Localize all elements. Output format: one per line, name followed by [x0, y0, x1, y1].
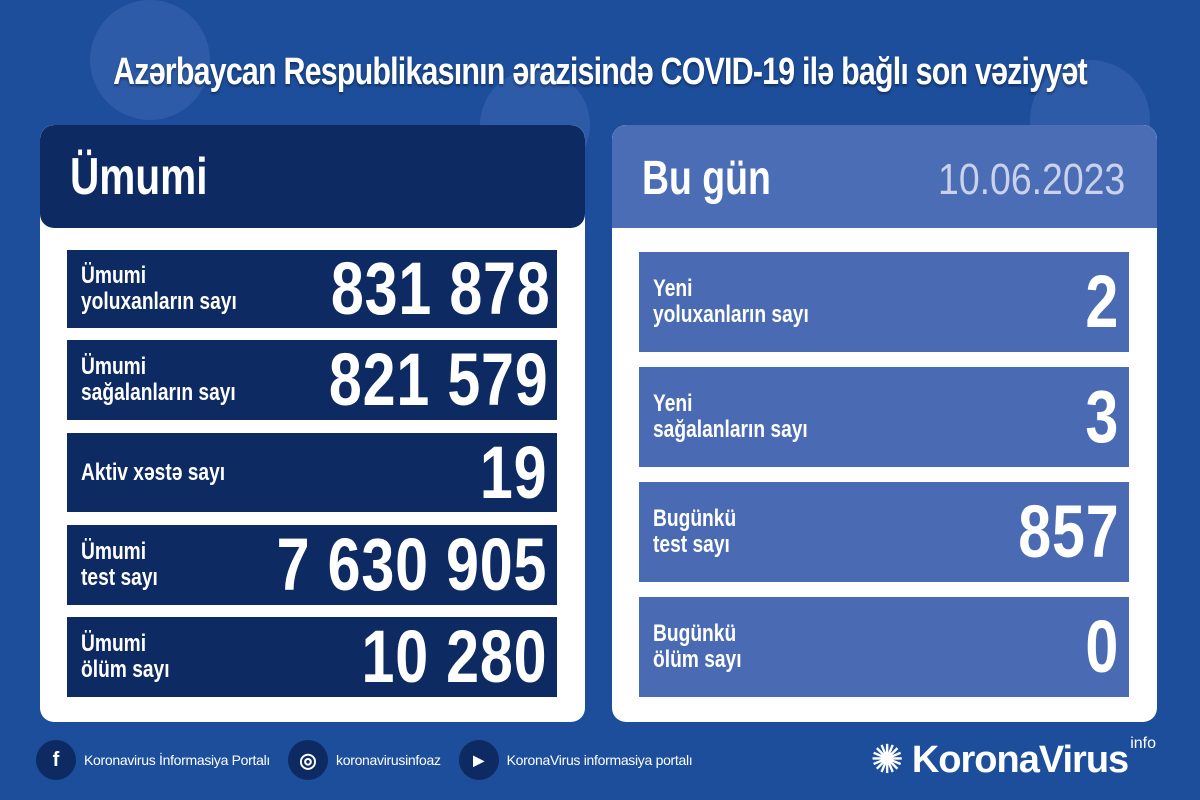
stat-row: Aktiv xəstə sayı 19 [67, 430, 557, 514]
brand-sup: info [1130, 735, 1156, 752]
total-header: Ümumi [40, 125, 585, 228]
stat-value: 7 630 905 [276, 523, 547, 606]
facebook-link[interactable]: f Koronavirus İnformasiya Portalı [36, 740, 270, 780]
brand-name: KoronaVirus [911, 738, 1129, 781]
total-header-title: Ümumi [70, 148, 208, 206]
today-header: Bu gün 10.06.2023 [612, 125, 1157, 228]
stat-value: 857 [1017, 490, 1119, 573]
stat-value: 19 [479, 430, 547, 514]
stat-label: Aktiv xəstə sayı [81, 458, 226, 486]
sun-virus-icon: ✺ [870, 738, 904, 782]
stat-value: 0 [1085, 605, 1119, 688]
stat-value: 3 [1085, 375, 1119, 458]
stat-value: 821 579 [329, 338, 549, 421]
today-header-title: Bu gün [642, 152, 771, 205]
footer: f Koronavirus İnformasiya Portalı ◎ korona… [36, 735, 710, 785]
youtube-link[interactable]: ▶ KoronaVirus informasiya portalı [458, 740, 693, 780]
stat-row: Yeni sağalanların sayı 3 [639, 367, 1129, 467]
facebook-icon: f [36, 740, 76, 780]
instagram-link[interactable]: ◎ koronavirusinfoaz [288, 740, 441, 780]
stat-label: Bugünkü ölüm sayı [653, 620, 742, 673]
stat-row: Ümumi test sayı 7 630 905 [67, 525, 557, 605]
total-card: Ümumi Ümumi yoluxanların sayı 831 878 Ümu… [40, 125, 585, 722]
stat-label: Bugünkü test sayı [653, 505, 737, 558]
stat-row: Bugünkü ölüm sayı 0 [639, 597, 1129, 697]
today-card: Bu gün 10.06.2023 Yeni yoluxanların sayı… [612, 125, 1157, 722]
youtube-label: KoronaVirus informasiya portalı [506, 752, 693, 768]
stat-row: Ümumi yoluxanların sayı 831 878 [67, 247, 557, 330]
stat-row: Bugünkü test sayı 857 [639, 482, 1129, 582]
stat-value: 2 [1085, 260, 1119, 343]
virus-decoration [90, 0, 210, 120]
stat-label: Yeni sağalanların sayı [653, 390, 808, 443]
stat-label: Ümumi yoluxanların sayı [81, 262, 237, 315]
stat-row: Ümumi ölüm sayı 10 280 [67, 617, 557, 697]
instagram-label: koronavirusinfoaz [336, 752, 441, 768]
page-title: Azərbaycan Respublikasının ərazisində CO… [113, 51, 1088, 93]
stat-label: Ümumi sağalanların sayı [81, 353, 236, 406]
stat-row: Yeni yoluxanların sayı 2 [639, 252, 1129, 352]
stat-value: 10 280 [361, 615, 547, 698]
brand-logo: ✺ KoronaVirus info [870, 735, 1156, 785]
instagram-icon: ◎ [288, 740, 329, 780]
stat-label: Ümumi ölüm sayı [81, 630, 170, 683]
stat-value: 831 878 [330, 247, 551, 330]
stat-row: Ümumi sağalanların sayı 821 579 [67, 340, 557, 420]
facebook-label: Koronavirus İnformasiya Portalı [84, 752, 271, 768]
stat-label: Yeni yoluxanların sayı [653, 275, 809, 328]
youtube-icon: ▶ [458, 740, 499, 780]
date: 10.06.2023 [937, 155, 1125, 204]
stat-label: Ümumi test sayı [81, 538, 158, 591]
